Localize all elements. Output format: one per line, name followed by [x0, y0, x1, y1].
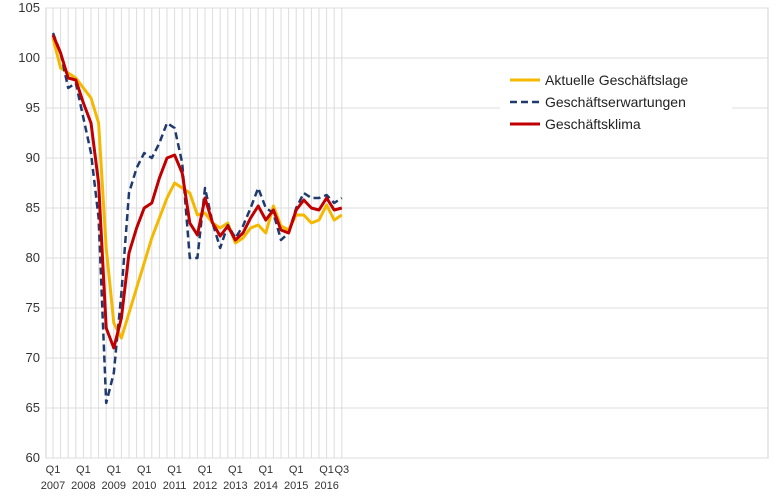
y-tick-label: 70	[26, 350, 40, 365]
y-axis: 60 65 70 75 80 85 90 95 100 105	[18, 0, 40, 465]
y-tick-label: 75	[26, 300, 40, 315]
y-tick-label: 80	[26, 250, 40, 265]
x-tick-label-year: 2016	[314, 480, 338, 492]
legend-label: Aktuelle Geschäftslage	[545, 72, 688, 88]
series-lines	[51, 32, 343, 405]
y-tick-label: 90	[26, 150, 40, 165]
x-tick-label-year: 2014	[254, 480, 278, 492]
x-tick-label-year: 2013	[223, 480, 247, 492]
grid	[45, 7, 769, 459]
x-tick-label-year: 2010	[132, 480, 156, 492]
series-line-3	[51, 34, 343, 350]
x-tick-label-quarter: Q1	[76, 464, 91, 476]
y-tick-label: 100	[18, 50, 40, 65]
x-tick-label-quarter: Q1	[46, 464, 61, 476]
x-tick-label-year: 2015	[284, 480, 308, 492]
y-tick-label: 95	[26, 100, 40, 115]
y-tick-label: 65	[26, 400, 40, 415]
legend-label: Geschäftsklima	[545, 116, 641, 132]
x-tick-label-year: 2011	[163, 480, 187, 492]
y-tick-label: 105	[18, 0, 40, 15]
x-tick-label-year: 2008	[71, 480, 95, 492]
x-tick-label-quarter: Q1	[137, 464, 152, 476]
x-tick-label-quarter: Q1	[228, 464, 243, 476]
x-tick-label-quarter: Q1	[319, 464, 334, 476]
x-tick-label-quarter: Q3	[334, 464, 349, 476]
x-tick-label-quarter: Q1	[198, 464, 213, 476]
x-axis: Q1 2007 Q1 2008 Q1 2009 Q1 2010 Q1 2011 Q1 2012 Q1 20…	[41, 464, 349, 492]
x-tick-label-year: 2007	[41, 480, 65, 492]
x-tick-label-year: 2009	[102, 480, 126, 492]
x-tick-label-quarter: Q1	[258, 464, 273, 476]
x-tick-label-quarter: Q1	[167, 464, 182, 476]
legend-label: Geschäftserwartungen	[545, 94, 686, 110]
legend: Aktuelle Geschäftslage Geschäftserwartung…	[500, 64, 732, 142]
y-tick-label: 85	[26, 200, 40, 215]
y-tick-label: 60	[26, 450, 40, 465]
x-tick-label-quarter: Q1	[289, 464, 304, 476]
series-line-2	[51, 32, 343, 405]
x-tick-label-year: 2012	[193, 480, 217, 492]
x-tick-label-quarter: Q1	[106, 464, 121, 476]
